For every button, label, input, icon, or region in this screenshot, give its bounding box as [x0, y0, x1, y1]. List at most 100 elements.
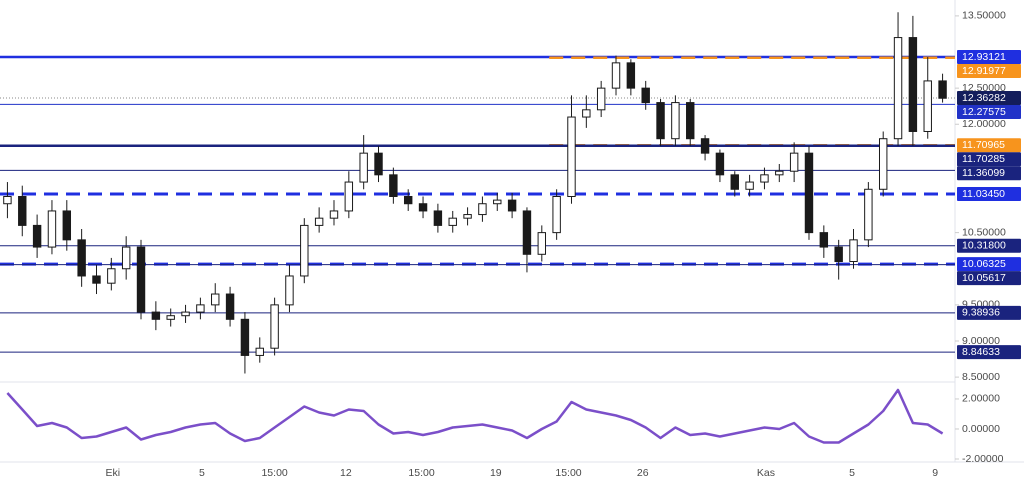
candle-body — [626, 62, 636, 89]
candle-body — [537, 232, 547, 255]
y-tick-label: 8.50000 — [962, 371, 1000, 383]
candle-body — [789, 152, 799, 172]
level-label-bg — [957, 105, 1021, 120]
candle-body — [270, 304, 279, 349]
level-label: 9.38936 — [962, 307, 1000, 319]
level-label-bg — [957, 63, 1021, 78]
x-tick-label: Eki — [106, 467, 121, 479]
level-label-bg — [957, 152, 1021, 167]
candle-body — [596, 87, 606, 111]
candle-body — [32, 224, 42, 248]
level-label-bg — [957, 238, 1021, 253]
candle-body — [522, 210, 532, 255]
candle-body — [864, 188, 873, 241]
candle-body — [92, 275, 101, 284]
candle-body — [493, 199, 502, 205]
level-label-bg — [957, 305, 1021, 320]
level-label-bg — [957, 49, 1021, 64]
level-label-bg — [957, 271, 1021, 286]
x-tick-label: 5 — [199, 467, 205, 479]
level-label-bg — [957, 257, 1021, 272]
osc-y-tick-label: 0.00000 — [962, 423, 1000, 435]
level-label: 10.31800 — [962, 240, 1006, 252]
candle-body — [641, 87, 650, 104]
level-label: 11.70285 — [962, 153, 1005, 165]
candle-body — [240, 318, 250, 356]
candle-body — [136, 246, 146, 313]
candle-body — [878, 138, 888, 190]
x-tick-label: 26 — [637, 467, 649, 479]
candle-body — [359, 152, 368, 183]
candle-body — [107, 268, 116, 284]
y-tick-label: 12.00000 — [962, 118, 1006, 130]
candle-body — [611, 62, 621, 89]
candle-body — [938, 80, 947, 99]
level-label-bg — [957, 91, 1021, 106]
candle-body — [329, 210, 339, 219]
candle-body — [344, 181, 354, 212]
candle-body — [893, 37, 903, 140]
y-tick-label: 12.50000 — [962, 82, 1006, 94]
candle-body — [166, 315, 175, 320]
x-tick-label: 5 — [849, 467, 855, 479]
level-label-bg — [957, 166, 1021, 181]
axes: 13.5000012.5000012.0000010.500009.500009… — [106, 10, 1021, 479]
oscillator-line — [6, 388, 944, 444]
level-label: 12.91977 — [962, 65, 1006, 77]
candle-body — [47, 210, 57, 248]
candles — [3, 12, 947, 374]
candle-body — [507, 199, 517, 212]
candle-body — [463, 214, 472, 219]
level-label: 11.36099 — [962, 167, 1005, 179]
candle-body — [567, 116, 576, 198]
candle-body — [62, 210, 72, 241]
candle-body — [255, 347, 264, 356]
x-tick-label: 15:00 — [555, 467, 581, 479]
level-label-bg — [957, 187, 1021, 202]
candle-body — [923, 80, 932, 132]
candle-body — [211, 293, 220, 306]
candle-body — [285, 275, 294, 306]
candle-body — [181, 311, 190, 317]
candle-body — [715, 152, 725, 176]
candle-body — [18, 196, 27, 226]
level-label: 11.70965 — [962, 139, 1005, 151]
level-label: 10.05617 — [962, 272, 1006, 284]
level-label-bg — [957, 345, 1021, 360]
candle-body — [849, 239, 858, 263]
candle-body — [300, 224, 309, 277]
y-tick-label: 13.50000 — [962, 10, 1006, 22]
candle-body — [700, 138, 710, 154]
candle-body — [121, 246, 131, 270]
level-label: 12.27575 — [962, 106, 1006, 118]
x-tick-label: 9 — [932, 467, 938, 479]
x-tick-label: 19 — [490, 467, 502, 479]
x-tick-label: 12 — [340, 467, 352, 479]
candle-body — [374, 152, 383, 176]
candle-body — [151, 311, 161, 320]
candle-body — [745, 181, 754, 190]
level-label: 11.03450 — [962, 188, 1005, 200]
candle-body — [686, 102, 695, 140]
x-tick-label: 15:00 — [408, 467, 434, 479]
candle-body — [671, 102, 680, 140]
level-label: 12.93121 — [962, 51, 1006, 63]
candle-body — [3, 196, 12, 205]
candle-body — [478, 203, 487, 216]
level-label: 8.84633 — [962, 346, 1000, 358]
candle-body — [448, 217, 457, 226]
candle-body — [730, 174, 739, 190]
candle-body — [314, 217, 324, 226]
oscillator — [6, 388, 944, 444]
osc-y-tick-label: 2.00000 — [962, 393, 1000, 405]
osc-y-tick-label: -2.00000 — [962, 453, 1004, 465]
candle-body — [908, 37, 918, 132]
candle-body — [225, 293, 235, 320]
candle-body — [196, 304, 205, 313]
candle-body — [775, 170, 784, 176]
candle-body — [418, 203, 428, 212]
candle-body — [403, 196, 413, 205]
y-tick-label: 10.50000 — [962, 226, 1006, 238]
